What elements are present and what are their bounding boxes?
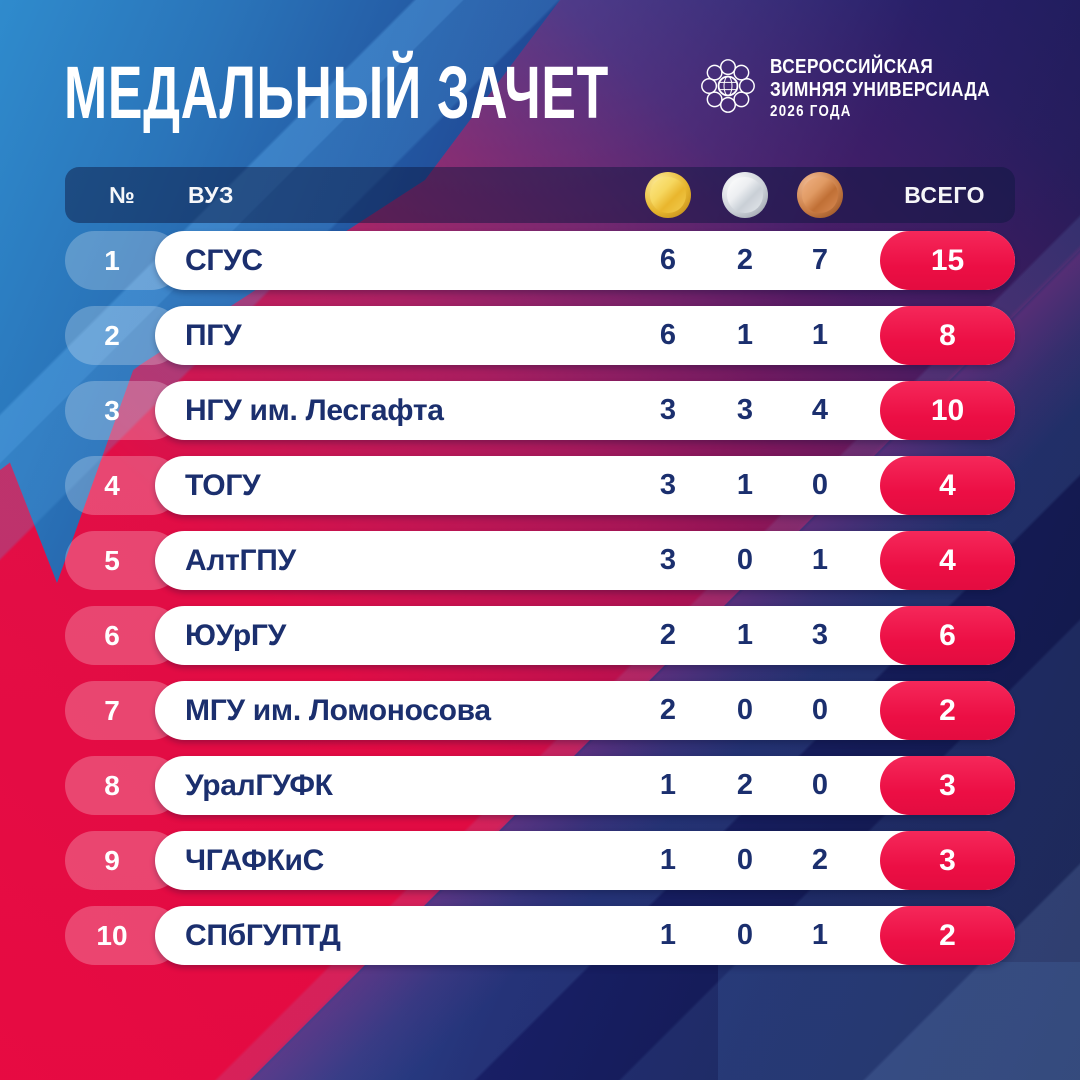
row-card: [155, 606, 1015, 665]
total-badge: 15: [880, 231, 1015, 290]
page-title: МЕДАЛЬНЫЙ ЗАЧЕТ: [64, 51, 609, 134]
row-card: [155, 531, 1015, 590]
bronze-count: 0: [811, 769, 829, 801]
row-card: [155, 756, 1015, 815]
table-row: 2 ПГУ 6 1 1 8: [0, 306, 1080, 365]
rank-number: 2: [104, 320, 120, 351]
gold-count: 2: [659, 619, 677, 651]
gold-count: 3: [659, 469, 677, 501]
silver-medal-icon: [722, 172, 768, 218]
bronze-count: 1: [811, 319, 829, 351]
university-name: МГУ им. Ломоносова: [185, 694, 491, 727]
bronze-count: 1: [811, 919, 829, 951]
rank-number: 6: [104, 620, 120, 651]
row-card: [155, 831, 1015, 890]
total-badge: 4: [880, 456, 1015, 515]
silver-count: 0: [736, 919, 754, 951]
gold-count: 1: [659, 769, 677, 801]
table-row: 4 ТОГУ 3 1 0 4: [0, 456, 1080, 515]
silver-count: 2: [736, 244, 754, 276]
university-name: АлтГПУ: [185, 544, 296, 577]
silver-count: 0: [736, 544, 754, 576]
bronze-count: 7: [811, 244, 829, 276]
table-header: № ВУЗ ВСЕГО: [65, 167, 1015, 223]
table-row: 10 СПбГУПТД 1 0 1 2: [0, 906, 1080, 965]
silver-count: 1: [736, 469, 754, 501]
table-row: 5 АлтГПУ 3 0 1 4: [0, 531, 1080, 590]
silver-count: 1: [736, 619, 754, 651]
table-row: 6 ЮУрГУ 2 1 3 6: [0, 606, 1080, 665]
rank-number: 4: [104, 470, 120, 501]
bronze-count: 2: [811, 844, 829, 876]
total-badge: 6: [880, 606, 1015, 665]
bronze-count: 4: [811, 394, 829, 426]
university-name: ЧГАФКиС: [185, 844, 325, 877]
row-card: [155, 306, 1015, 365]
total-badge: 8: [880, 306, 1015, 365]
university-name: СГУС: [185, 244, 263, 277]
silver-count: 0: [736, 694, 754, 726]
event-title: ВСЕРОССИЙСКАЯ ЗИМНЯЯ УНИВЕРСИАДА 2026 ГО…: [770, 56, 990, 123]
rank-number: 7: [104, 695, 120, 726]
event-title-line1: ВСЕРОССИЙСКАЯ: [770, 56, 934, 78]
bronze-count: 3: [811, 619, 829, 651]
rank-number: 9: [104, 845, 120, 876]
rank-number: 3: [104, 395, 120, 426]
gold-count: 1: [659, 844, 677, 876]
rank-number: 8: [104, 770, 120, 801]
event-title-line2: ЗИМНЯЯ УНИВЕРСИАДА: [770, 78, 991, 101]
university-name: ЮУрГУ: [185, 619, 286, 652]
university-name: ТОГУ: [185, 469, 261, 502]
table-row: 7 МГУ им. Ломоносова 2 0 0 2: [0, 681, 1080, 740]
row-card: [155, 456, 1015, 515]
rank-number: 10: [96, 920, 128, 951]
university-name: НГУ им. Лесгафта: [185, 394, 444, 427]
silver-count: 3: [736, 394, 754, 426]
row-card: [155, 231, 1015, 290]
gold-count: 1: [659, 919, 677, 951]
bronze-count: 0: [811, 694, 829, 726]
event-title-line3: 2026 ГОДА: [770, 103, 852, 120]
table-row: 9 ЧГАФКиС 1 0 2 3: [0, 831, 1080, 890]
row-card: [155, 681, 1015, 740]
university-column-header: ВУЗ: [188, 182, 234, 208]
silver-count: 1: [736, 319, 754, 351]
gold-medal-icon: [645, 172, 691, 218]
table-row: 1 СГУС 6 2 7 15: [0, 231, 1080, 290]
gold-count: 3: [659, 544, 677, 576]
universiade-emblem-icon: [696, 54, 760, 123]
bronze-medal-icon: [797, 172, 843, 218]
rank-number: 5: [104, 545, 120, 576]
total-badge: 2: [880, 681, 1015, 740]
table-row: 3 НГУ им. Лесгафта 3 3 4 10: [0, 381, 1080, 440]
university-name: СПбГУПТД: [185, 919, 341, 952]
gold-count: 6: [659, 244, 677, 276]
total-badge: 2: [880, 906, 1015, 965]
rank-number: 1: [104, 245, 120, 276]
background-corner-tile: [718, 962, 1080, 1080]
total-badge: 3: [880, 831, 1015, 890]
row-card: [155, 381, 1015, 440]
total-badge: 3: [880, 756, 1015, 815]
footer-logos: РССС РОССИЙСКИЙ СТУДЕНЧЕСКИЙ СПОРТИВНЫЙ …: [0, 960, 1080, 1080]
silver-count: 2: [736, 769, 754, 801]
total-column-header: ВСЕГО: [904, 182, 985, 208]
gold-count: 3: [659, 394, 677, 426]
silver-count: 0: [736, 844, 754, 876]
table-row: 8 УралГУФК 1 2 0 3: [0, 756, 1080, 815]
total-badge: 10: [880, 381, 1015, 440]
gold-count: 6: [659, 319, 677, 351]
university-name: УралГУФК: [185, 769, 333, 802]
university-name: ПГУ: [185, 319, 242, 352]
bronze-count: 0: [811, 469, 829, 501]
gold-count: 2: [659, 694, 677, 726]
bronze-count: 1: [811, 544, 829, 576]
total-badge: 4: [880, 531, 1015, 590]
rank-column-header: №: [109, 182, 135, 208]
row-card: [155, 906, 1015, 965]
